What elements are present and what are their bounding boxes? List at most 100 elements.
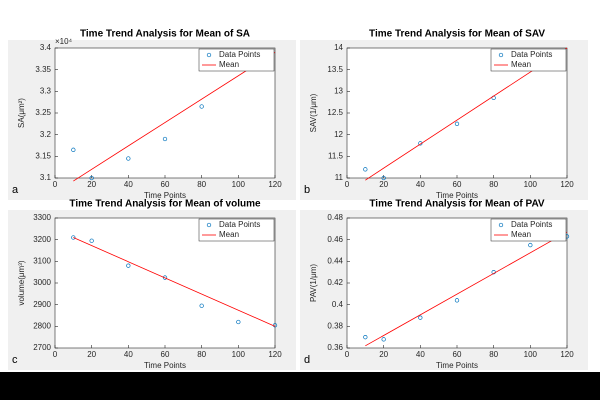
x-tick-label: 0 bbox=[345, 180, 350, 189]
y-tick-label: 2900 bbox=[33, 300, 51, 309]
x-tick-label: 120 bbox=[560, 180, 574, 189]
x-tick-label: 20 bbox=[87, 350, 96, 359]
y-tick-label: 3200 bbox=[33, 235, 51, 244]
y-tick-label: 3.25 bbox=[35, 108, 51, 117]
x-tick-label: 60 bbox=[161, 180, 170, 189]
y-tick-label: 0.36 bbox=[327, 343, 343, 352]
data-point bbox=[363, 167, 368, 172]
y-tick-label: 3100 bbox=[33, 256, 51, 265]
y-axis-label: volume(μm³) bbox=[17, 260, 26, 305]
data-point bbox=[454, 121, 460, 126]
legend-label: Data Points bbox=[511, 220, 552, 229]
data-point bbox=[381, 175, 386, 181]
legend-label: Data Points bbox=[219, 220, 260, 229]
x-tick-label: 40 bbox=[124, 180, 133, 189]
x-tick-label: 60 bbox=[453, 350, 462, 359]
trend-line bbox=[73, 237, 276, 327]
x-tick-label: 20 bbox=[379, 180, 388, 189]
x-tick-label: 120 bbox=[560, 350, 574, 359]
x-tick-label: 100 bbox=[524, 350, 538, 359]
data-point bbox=[89, 238, 94, 243]
y-axis-label: PAV(1/μm) bbox=[309, 264, 318, 302]
y-tick-label: 3.35 bbox=[35, 65, 51, 74]
x-tick-label: 60 bbox=[161, 350, 170, 359]
y-tick-label: 0.4 bbox=[332, 300, 344, 309]
x-tick-label: 20 bbox=[87, 180, 96, 189]
y-tick-label: 3000 bbox=[33, 278, 51, 287]
trend-line bbox=[73, 51, 276, 182]
data-point bbox=[454, 298, 460, 303]
legend-box bbox=[198, 218, 275, 242]
legend-label: Mean bbox=[219, 230, 239, 239]
y-tick-label: 11 bbox=[335, 173, 344, 182]
legend-box bbox=[490, 218, 567, 242]
data-point bbox=[381, 337, 386, 342]
legend-label: Data Points bbox=[511, 50, 552, 59]
panel-letter: d bbox=[304, 354, 310, 366]
y-tick-label: 0.38 bbox=[327, 321, 343, 330]
x-tick-label: 0 bbox=[53, 350, 58, 359]
y-exponent: ×10⁴ bbox=[55, 37, 73, 46]
data-point bbox=[126, 263, 131, 268]
y-tick-label: 3300 bbox=[33, 213, 51, 222]
x-tick-label: 80 bbox=[489, 180, 498, 189]
legend-marker bbox=[498, 222, 504, 228]
chart-title: Time Trend Analysis for Mean of volume bbox=[69, 199, 261, 210]
legend-box bbox=[490, 48, 567, 72]
chart-title: Time Trend Analysis for Mean of PAV bbox=[369, 199, 545, 210]
x-axis-label: Time Points bbox=[436, 191, 478, 200]
panel-letter: b bbox=[304, 184, 310, 196]
y-tick-label: 12 bbox=[334, 130, 343, 139]
y-axis-label: SAV(1/μm) bbox=[309, 93, 318, 132]
y-tick-label: 0.48 bbox=[327, 213, 343, 222]
x-tick-label: 120 bbox=[268, 350, 282, 359]
y-axis-label: SA(μm²) bbox=[17, 98, 26, 128]
data-point bbox=[528, 242, 533, 248]
y-tick-label: 2700 bbox=[33, 343, 51, 352]
legend-marker bbox=[498, 52, 504, 58]
panel-letter: a bbox=[12, 184, 19, 196]
y-tick-label: 3.3 bbox=[40, 86, 52, 95]
y-tick-label: 0.44 bbox=[327, 256, 343, 265]
data-point bbox=[199, 303, 204, 308]
x-axis-label: Time Points bbox=[144, 191, 186, 200]
x-tick-label: 0 bbox=[345, 350, 350, 359]
data-point bbox=[418, 315, 423, 320]
legend-marker bbox=[206, 222, 212, 228]
x-tick-label: 60 bbox=[453, 180, 462, 189]
y-tick-label: 11.5 bbox=[328, 151, 344, 160]
chart-title: Time Trend Analysis for Mean of SA bbox=[80, 29, 250, 40]
legend-label: Mean bbox=[511, 230, 531, 239]
x-tick-label: 40 bbox=[416, 350, 425, 359]
y-tick-label: 12.5 bbox=[327, 108, 343, 117]
x-tick-label: 40 bbox=[124, 350, 133, 359]
x-tick-label: 100 bbox=[232, 180, 246, 189]
x-tick-label: 80 bbox=[489, 350, 498, 359]
x-tick-label: 20 bbox=[379, 350, 388, 359]
legend-label: Mean bbox=[219, 60, 239, 69]
y-tick-label: 3.15 bbox=[35, 151, 51, 160]
x-tick-label: 0 bbox=[53, 180, 58, 189]
data-point bbox=[199, 104, 204, 109]
x-tick-label: 80 bbox=[197, 350, 206, 359]
y-tick-label: 3.1 bbox=[40, 173, 52, 182]
trend-line bbox=[365, 231, 568, 347]
x-tick-label: 100 bbox=[524, 180, 538, 189]
panel-letter: c bbox=[12, 354, 18, 366]
y-tick-label: 3.4 bbox=[40, 43, 52, 52]
legend-label: Data Points bbox=[219, 50, 260, 59]
y-tick-label: 13 bbox=[334, 86, 343, 95]
x-axis-label: Time Points bbox=[144, 361, 186, 370]
data-point bbox=[71, 235, 76, 240]
data-point bbox=[363, 335, 368, 340]
x-tick-label: 80 bbox=[197, 180, 206, 189]
y-tick-label: 0.42 bbox=[327, 278, 343, 287]
chart-title: Time Trend Analysis for Mean of SAV bbox=[369, 29, 545, 40]
data-point bbox=[89, 175, 94, 181]
y-tick-label: 14 bbox=[334, 43, 343, 52]
x-axis-label: Time Points bbox=[436, 361, 478, 370]
x-tick-label: 40 bbox=[416, 180, 425, 189]
data-point bbox=[126, 156, 131, 161]
